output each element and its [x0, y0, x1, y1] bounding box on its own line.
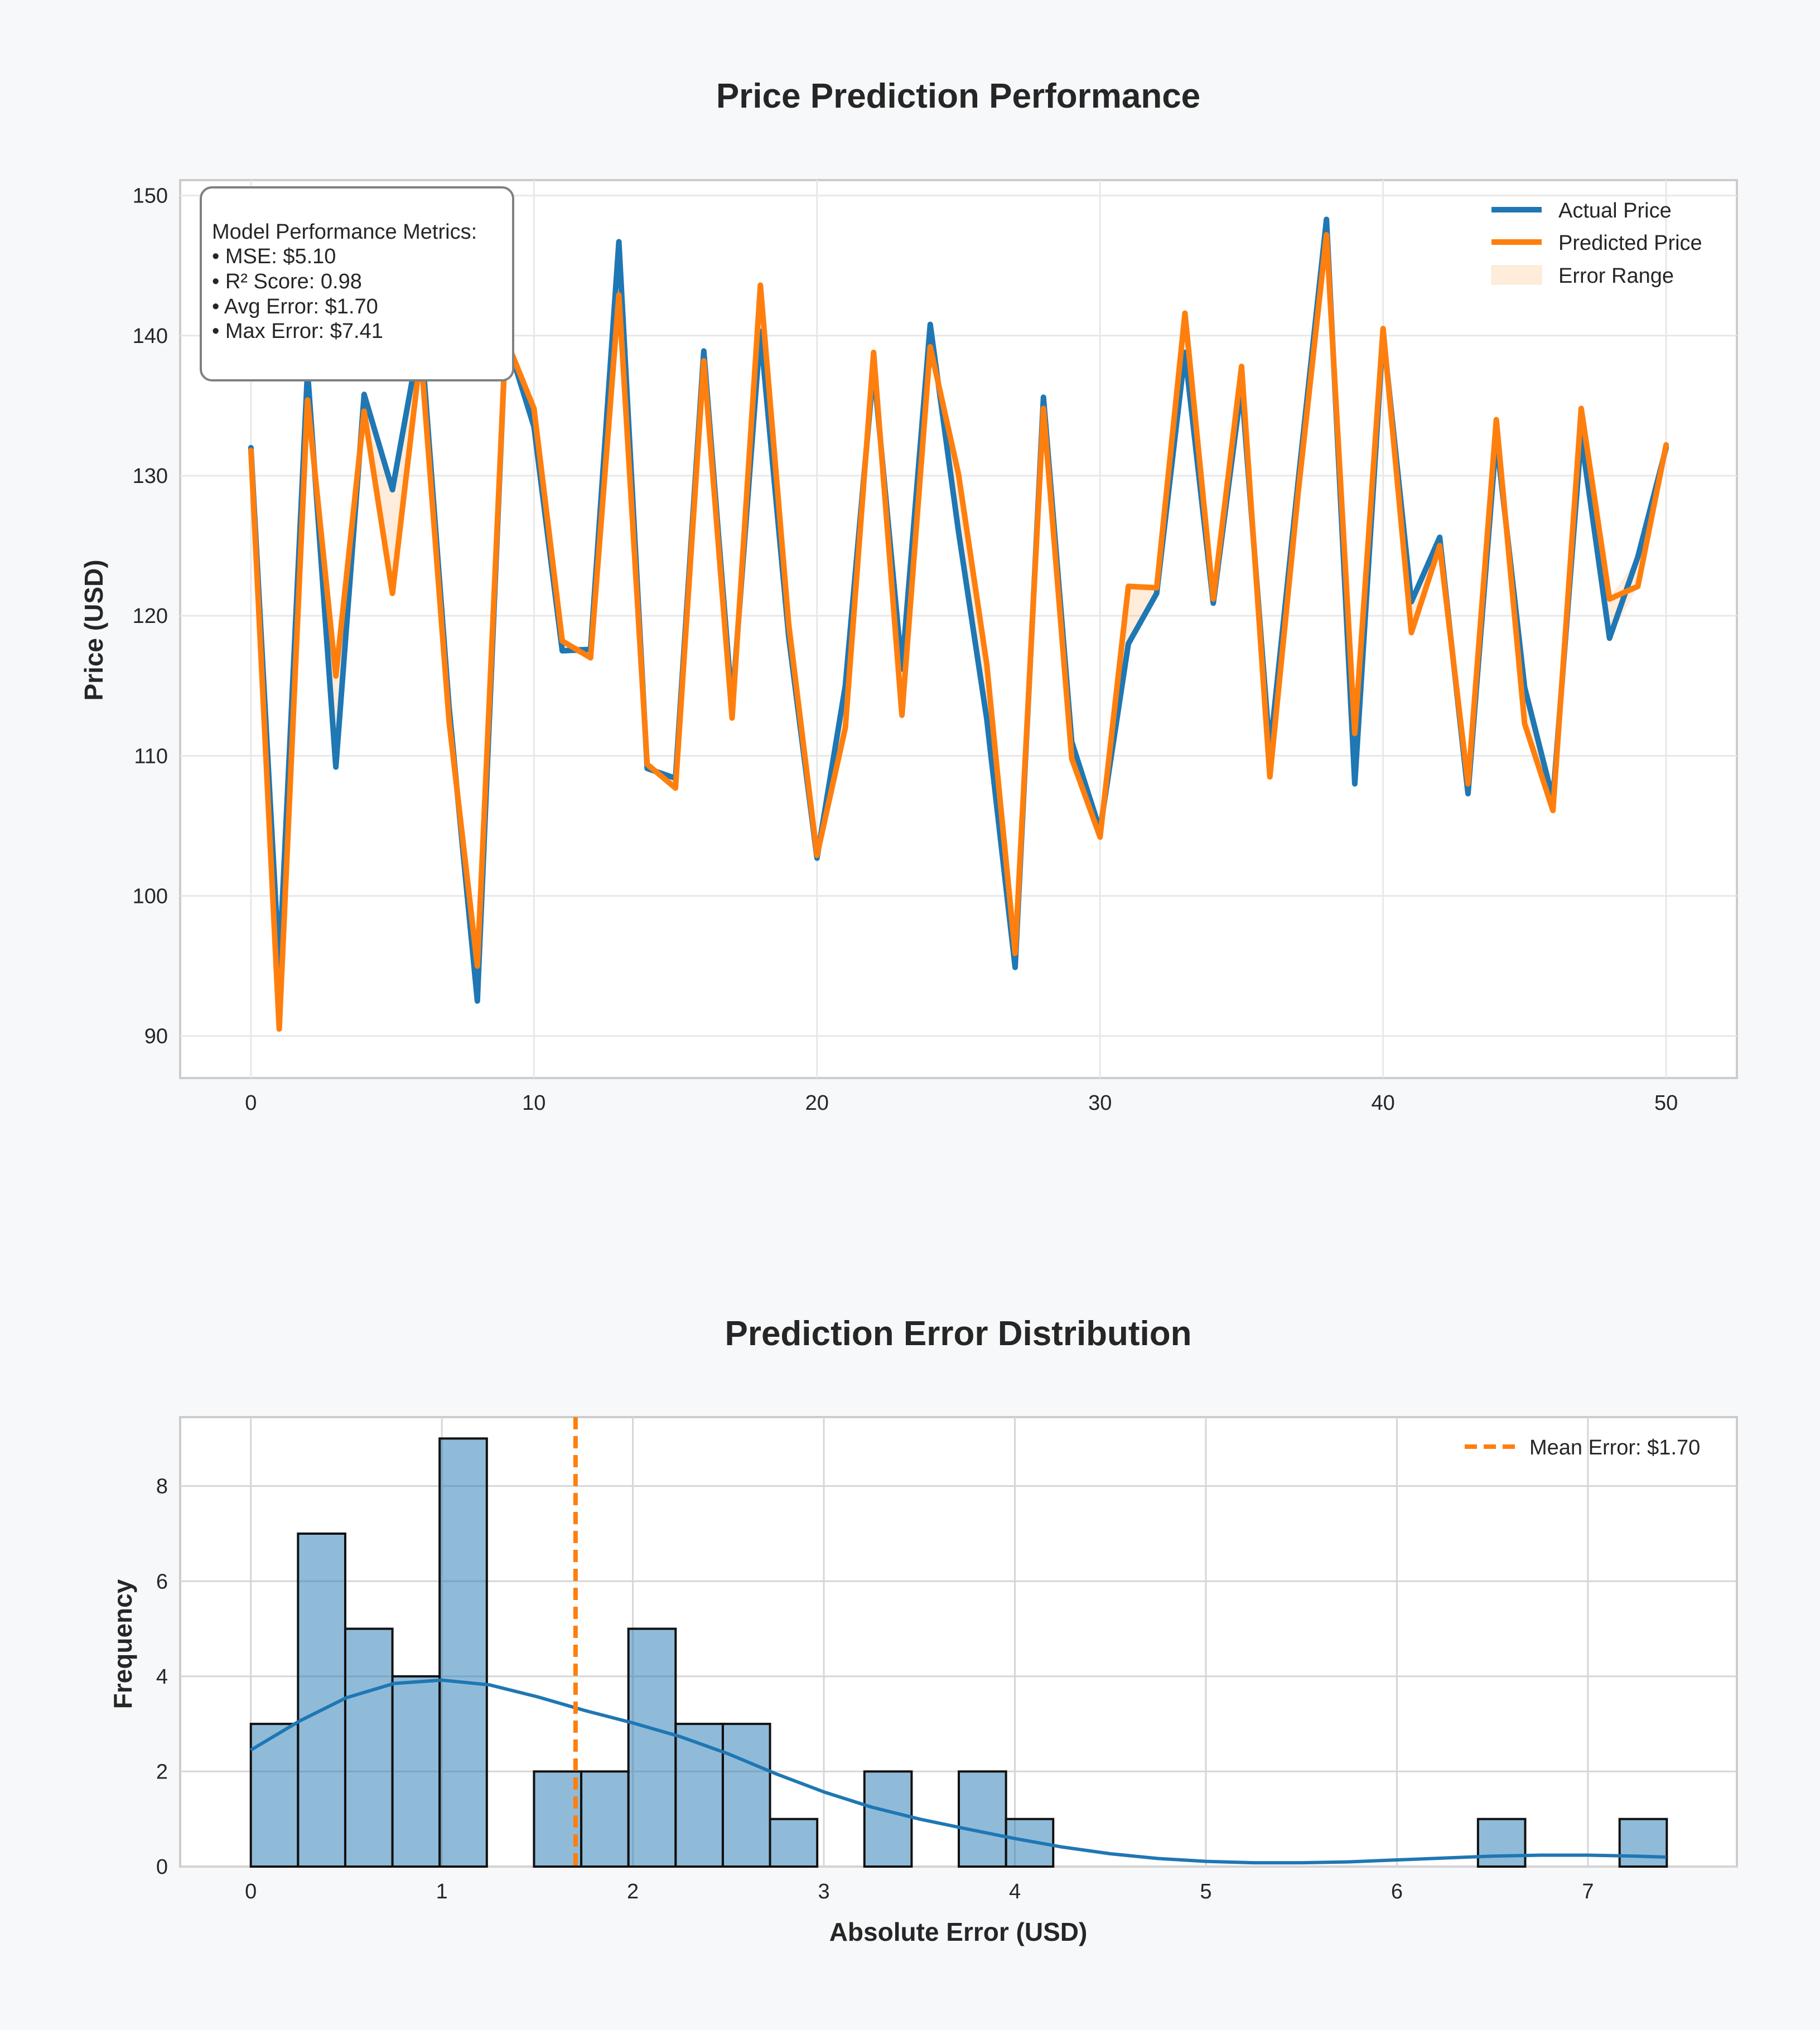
predicted-price-line: [248, 231, 1669, 1032]
x-tick-label: 0: [245, 1091, 257, 1115]
legend-label-actual: Actual Price: [1558, 199, 1672, 223]
y-tick-label: 110: [134, 745, 168, 768]
line-chart-x-ticks: 0 10 20 30 40 50: [245, 1091, 1678, 1115]
histogram-bar: [863, 1770, 913, 1868]
x-tick-label: 4: [1009, 1880, 1021, 1903]
x-tick-label: 3: [818, 1880, 829, 1903]
y-tick-label: 6: [156, 1570, 168, 1593]
x-tick-label: 7: [1582, 1880, 1594, 1903]
histogram-bar: [580, 1770, 630, 1868]
line-chart-title: Price Prediction Performance: [716, 77, 1200, 115]
histogram-bar: [958, 1770, 1007, 1868]
legend-label-mean-error: Mean Error: $1.70: [1529, 1436, 1700, 1459]
histogram-bar: [769, 1818, 819, 1868]
metrics-line-r2: • R² Score: 0.98: [212, 270, 362, 293]
histogram-title: Prediction Error Distribution: [725, 1314, 1191, 1353]
y-tick-label: 100: [133, 884, 168, 908]
metrics-line-max-error: • Max Error: $7.41: [212, 320, 383, 343]
histogram-y-ticks: 0 2 4 6 8: [156, 1475, 168, 1879]
histogram-bar: [249, 1723, 300, 1868]
x-tick-label: 5: [1200, 1880, 1211, 1903]
x-tick-label: 1: [436, 1880, 448, 1903]
y-tick-label: 4: [156, 1665, 168, 1689]
x-tick-label: 6: [1391, 1880, 1403, 1903]
metrics-heading: Model Performance Metrics:: [212, 220, 477, 244]
y-tick-label: 140: [133, 325, 168, 348]
metrics-line-avg-error: • Avg Error: $1.70: [212, 295, 378, 318]
histogram-bar: [438, 1437, 488, 1868]
y-tick-label: 90: [144, 1025, 168, 1048]
legend-label-error-range: Error Range: [1558, 264, 1674, 288]
x-tick-label: 40: [1372, 1091, 1395, 1115]
histogram-bar: [627, 1627, 677, 1868]
legend-label-predicted: Predicted Price: [1558, 231, 1702, 255]
metrics-line-mse: • MSE: $5.10: [212, 245, 336, 268]
histogram-bar: [344, 1627, 394, 1868]
y-tick-label: 120: [133, 605, 168, 628]
histogram-xlabel: Absolute Error (USD): [829, 1917, 1088, 1946]
x-tick-label: 20: [805, 1091, 829, 1115]
y-tick-label: 8: [156, 1475, 168, 1499]
histogram-bars: [249, 1437, 1668, 1868]
histogram-x-ticks: 0 1 2 3 4 5 6 7: [245, 1880, 1594, 1903]
histogram-bar: [1618, 1818, 1668, 1868]
x-tick-label: 30: [1088, 1091, 1112, 1115]
histogram-bar: [674, 1723, 724, 1868]
line-chart-legend: Actual Price Predicted Price Error Range: [1491, 199, 1702, 288]
histogram-chart: Prediction Error Distribution 0 1 2 3 4 5 6 7 0…: [108, 1314, 1738, 1946]
y-tick-label: 2: [156, 1760, 168, 1784]
histogram-bar: [721, 1723, 771, 1868]
legend-swatch-error-range: [1491, 265, 1542, 285]
histogram-bar: [1476, 1818, 1527, 1868]
kde-curve: [250, 1678, 1667, 1865]
x-tick-label: 10: [522, 1091, 545, 1115]
histogram-ylabel: Frequency: [108, 1579, 137, 1709]
line-chart-series: [248, 216, 1669, 1032]
line-chart-ylabel: Price (USD): [79, 559, 108, 700]
metrics-annotation: Model Performance Metrics: • MSE: $5.10 …: [200, 186, 514, 381]
kde-line: [250, 1678, 1667, 1865]
metrics-annotation-box: [200, 186, 514, 381]
y-tick-label: 150: [133, 185, 168, 208]
line-chart-y-ticks: 90 100 110 120 130 140 150: [133, 185, 168, 1048]
histogram-legend: Mean Error: $1.70: [1465, 1436, 1700, 1459]
x-tick-label: 2: [627, 1880, 639, 1903]
histogram-bar: [391, 1675, 441, 1868]
y-tick-label: 0: [156, 1855, 168, 1879]
x-tick-label: 50: [1654, 1091, 1678, 1115]
y-tick-label: 130: [133, 465, 168, 488]
line-chart: Price Prediction Performance 0 10 20 30 40 50…: [79, 77, 1738, 1115]
x-tick-label: 0: [245, 1880, 257, 1903]
